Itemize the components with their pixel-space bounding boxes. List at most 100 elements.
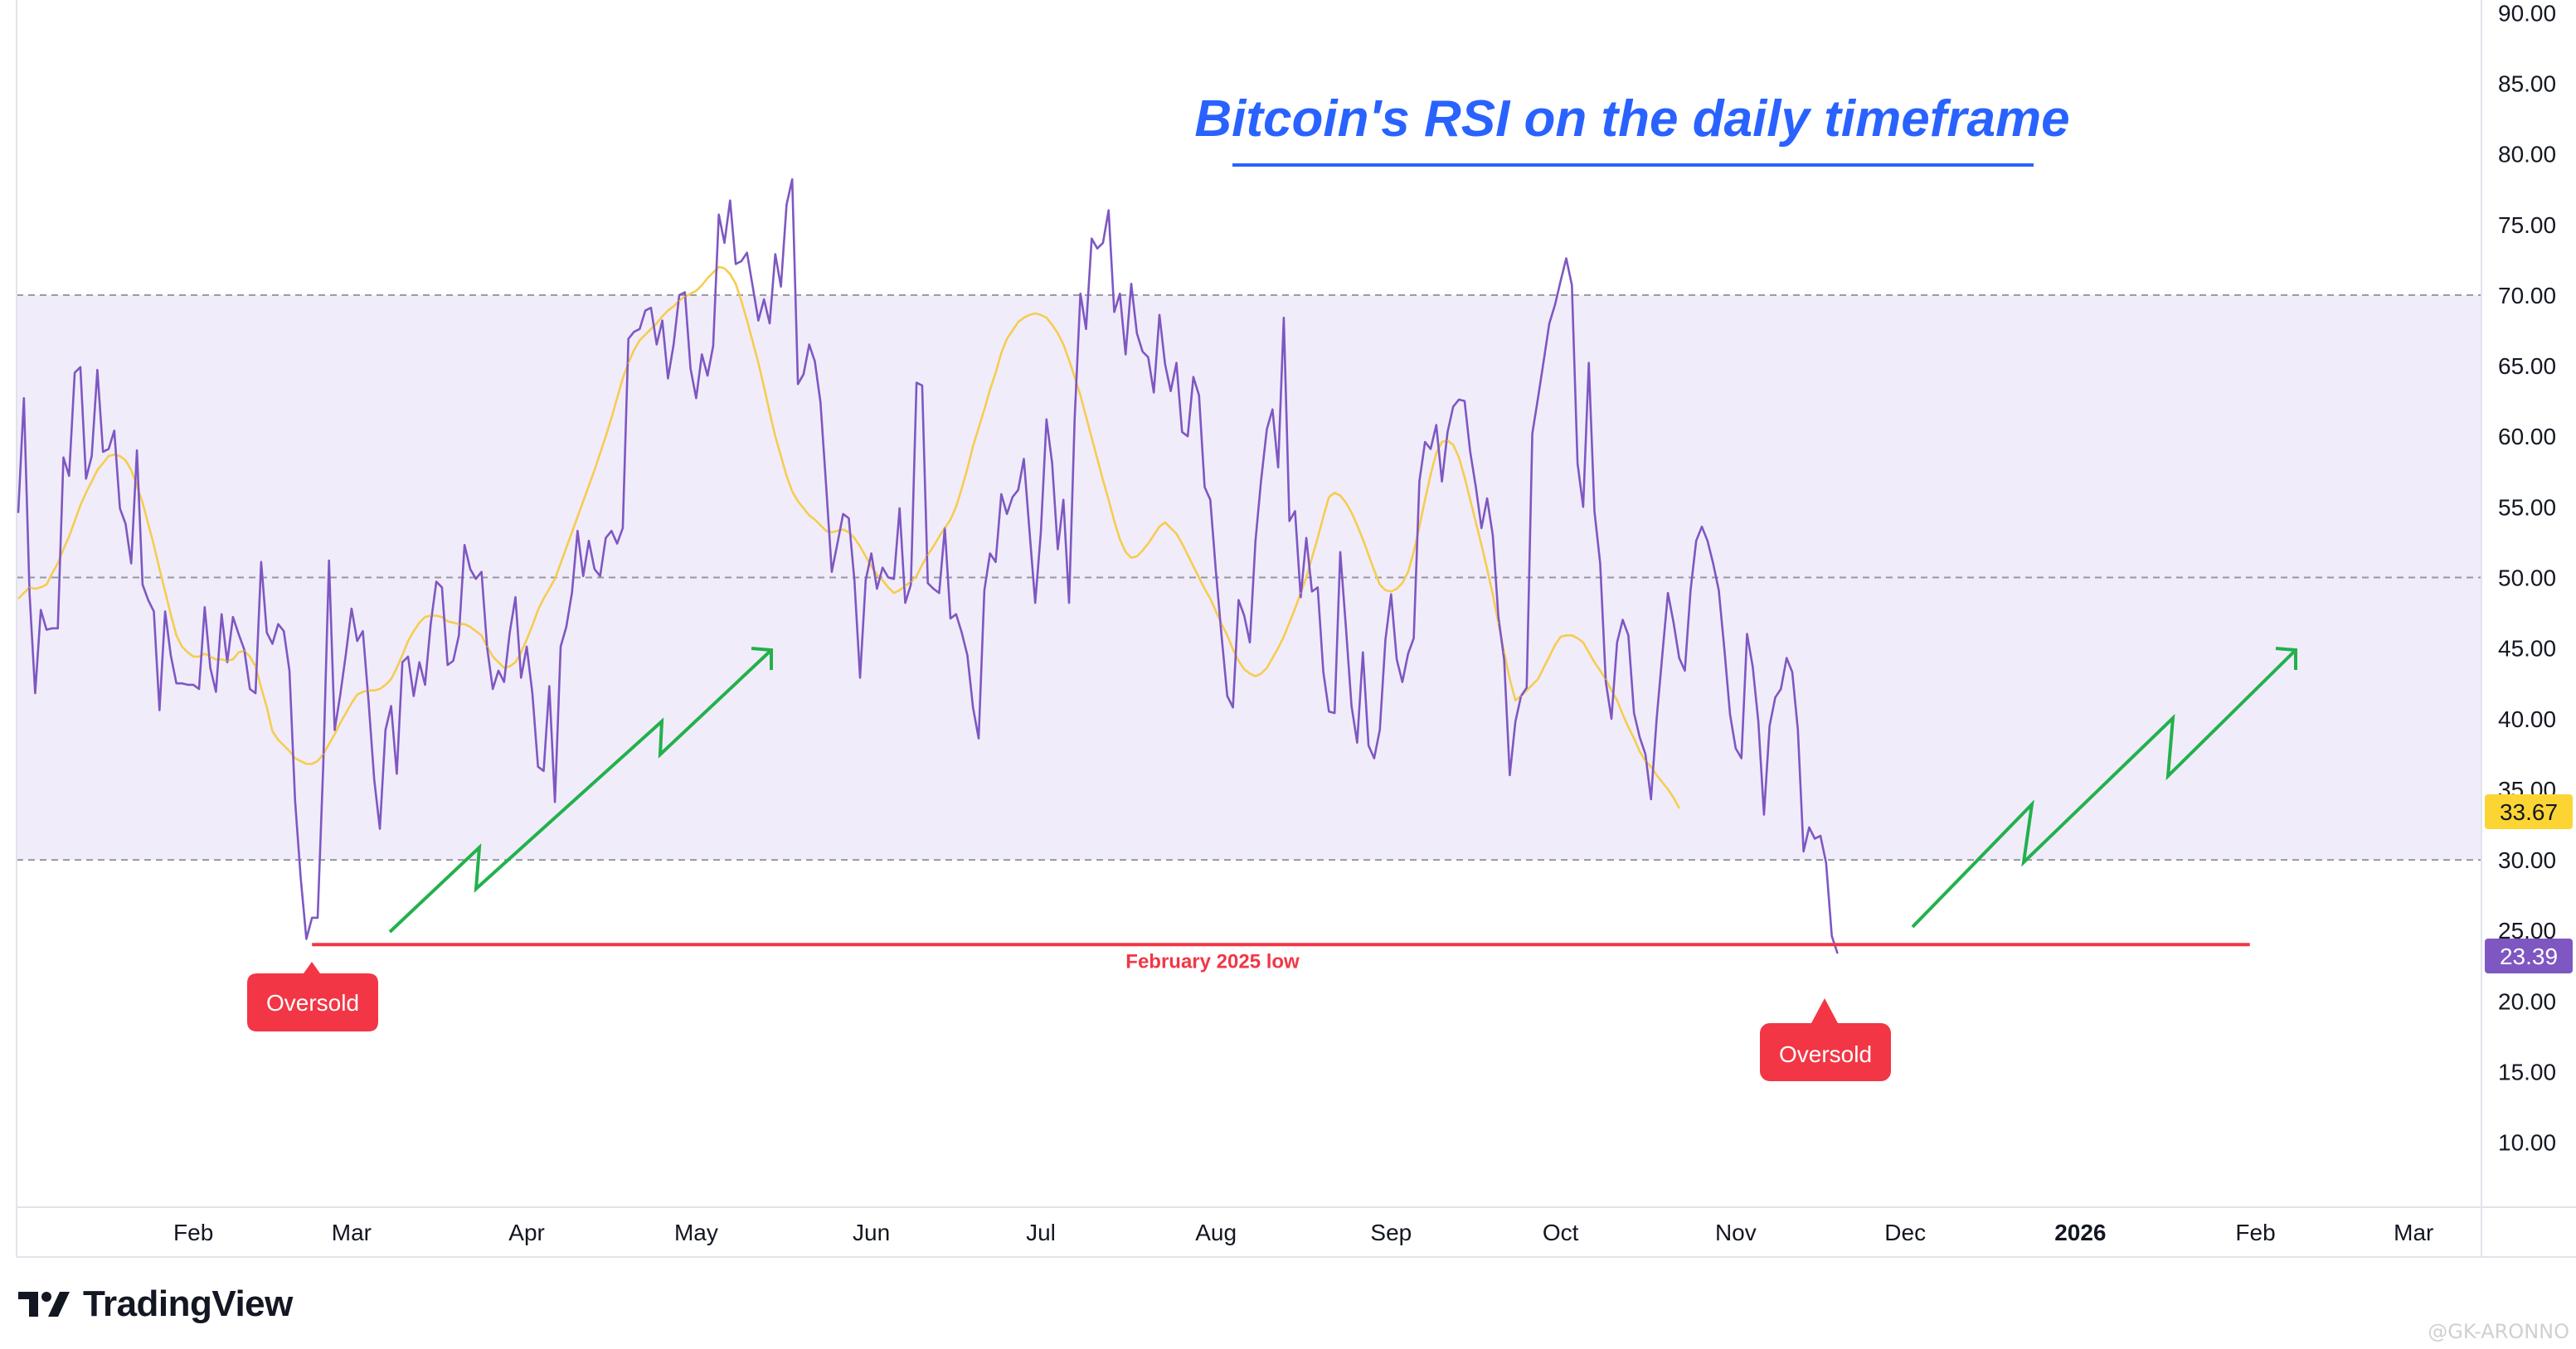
rsi-point xyxy=(345,653,347,655)
rsi-ma-point xyxy=(1023,317,1025,319)
rsi-point xyxy=(124,523,127,525)
rsi-ma-point xyxy=(599,452,601,454)
rsi-point xyxy=(80,366,81,368)
rsi-ma-point xyxy=(717,266,720,268)
rsi-ma-point xyxy=(751,341,754,342)
rsi-point xyxy=(1480,527,1483,529)
rsi-ma-point xyxy=(136,485,138,487)
rsi-ma-point xyxy=(966,468,969,470)
rsi-point xyxy=(424,684,426,686)
rsi-ma-point xyxy=(158,568,161,570)
rsi-point xyxy=(548,685,551,687)
rsi-point xyxy=(1079,293,1081,295)
rsi-ma-point xyxy=(1249,672,1251,675)
rsi-point xyxy=(1350,705,1353,707)
rsi-point xyxy=(1249,642,1251,643)
rsi-point xyxy=(1339,551,1341,553)
rsi-point xyxy=(1441,480,1443,483)
x-axis-ticks[interactable]: Feb Mar Apr May Jun Jul Aug Sep Oct Nov Dec 2026 Feb… xyxy=(173,1220,2433,1245)
rsi-point xyxy=(1605,681,1606,683)
rsi-ma-point xyxy=(1113,520,1115,522)
rsi-point xyxy=(1492,534,1494,536)
rsi-point xyxy=(181,682,183,684)
rsi-point xyxy=(1130,283,1132,285)
rsi-point xyxy=(1746,633,1748,635)
rsi-point xyxy=(469,568,471,570)
rsi-badge-box xyxy=(2485,939,2573,973)
rsi-point xyxy=(932,588,935,590)
rsi-point xyxy=(317,917,318,919)
rsi-point xyxy=(1311,590,1313,593)
rsi-point xyxy=(1209,499,1212,501)
rsi-point xyxy=(622,527,624,529)
rsi-last-value-badge: 23.39 xyxy=(2485,939,2573,973)
rsi-level-lines xyxy=(17,294,2481,861)
rsi-ma-point xyxy=(1548,656,1550,658)
rsi-ma-point xyxy=(1673,797,1674,798)
rsi-ma-point xyxy=(560,562,561,565)
rsi-ma-point xyxy=(780,455,782,457)
rsi-ma-point xyxy=(994,371,997,374)
rsi-point xyxy=(1650,798,1652,800)
rsi-point xyxy=(508,632,511,633)
rsi-point xyxy=(1593,510,1596,512)
rsi-point xyxy=(1193,376,1194,378)
rsi-ma-point xyxy=(51,572,53,575)
rsi-ma-point xyxy=(40,586,41,589)
rsi-point xyxy=(480,570,483,573)
rsi-ma-point xyxy=(712,271,714,274)
x-tick-label: Jul xyxy=(1026,1220,1056,1245)
rsi-point xyxy=(1334,712,1335,714)
rsi-point xyxy=(865,580,867,581)
rsi-point xyxy=(1514,721,1516,722)
rsi-point xyxy=(712,345,714,347)
rsi-ma-point xyxy=(17,598,19,599)
rsi-ma-point xyxy=(508,666,511,667)
rsi-ma-point xyxy=(1079,395,1081,396)
rsi-point xyxy=(1164,363,1166,366)
rsi-point xyxy=(1300,596,1302,599)
rsi-ma-point xyxy=(430,614,432,617)
rsi-point xyxy=(763,298,765,300)
rsi-point xyxy=(74,371,75,374)
rsi-point xyxy=(1175,362,1178,364)
rsi-ma-point xyxy=(1062,343,1064,346)
y-tick-label: 15.00 xyxy=(2498,1060,2556,1085)
rsi-ma-point xyxy=(898,590,901,591)
rsi-ma-point xyxy=(1141,550,1144,551)
rsi-point xyxy=(373,779,376,780)
rsi-point xyxy=(265,632,268,633)
rsi-ma-point xyxy=(1215,610,1217,613)
x-tick-label: Dec xyxy=(1884,1220,1926,1245)
rsi-point xyxy=(656,343,658,346)
rsi-point xyxy=(209,667,211,669)
rsi-point xyxy=(560,646,561,648)
rsi-ma-point xyxy=(673,305,674,308)
rsi-point xyxy=(153,610,155,613)
rsi-ma-point xyxy=(204,653,206,655)
rsi-point xyxy=(1028,530,1031,532)
rsi-ma-point xyxy=(1277,647,1279,649)
rsi-point xyxy=(893,578,895,580)
rsi-ma-point xyxy=(1384,590,1387,591)
y-tick-label: 20.00 xyxy=(2498,988,2556,1014)
rsi-ma-point xyxy=(1187,554,1188,556)
rsi-ma-point xyxy=(831,531,833,533)
rsi-ma-point xyxy=(803,507,804,509)
rsi-ma-point xyxy=(797,500,799,502)
rsi-point xyxy=(446,664,449,666)
rsi-ma-point xyxy=(932,546,935,547)
rsi-ma-point xyxy=(1345,502,1347,503)
rsi-point xyxy=(960,632,963,633)
rsi-point xyxy=(1255,540,1256,541)
rsi-point xyxy=(305,938,308,940)
rsi-ma-point xyxy=(1102,479,1104,481)
rsi-ma-point xyxy=(1125,551,1126,553)
rsi-ma-point xyxy=(1554,644,1556,646)
rsi-point xyxy=(136,449,138,451)
rsi-ma-point xyxy=(498,661,499,663)
rsi-ma-point xyxy=(277,739,279,741)
rsi-ma-point xyxy=(209,656,211,658)
rsi-point xyxy=(1712,562,1714,565)
tradingview-logo[interactable]: TradingView xyxy=(18,1283,293,1325)
